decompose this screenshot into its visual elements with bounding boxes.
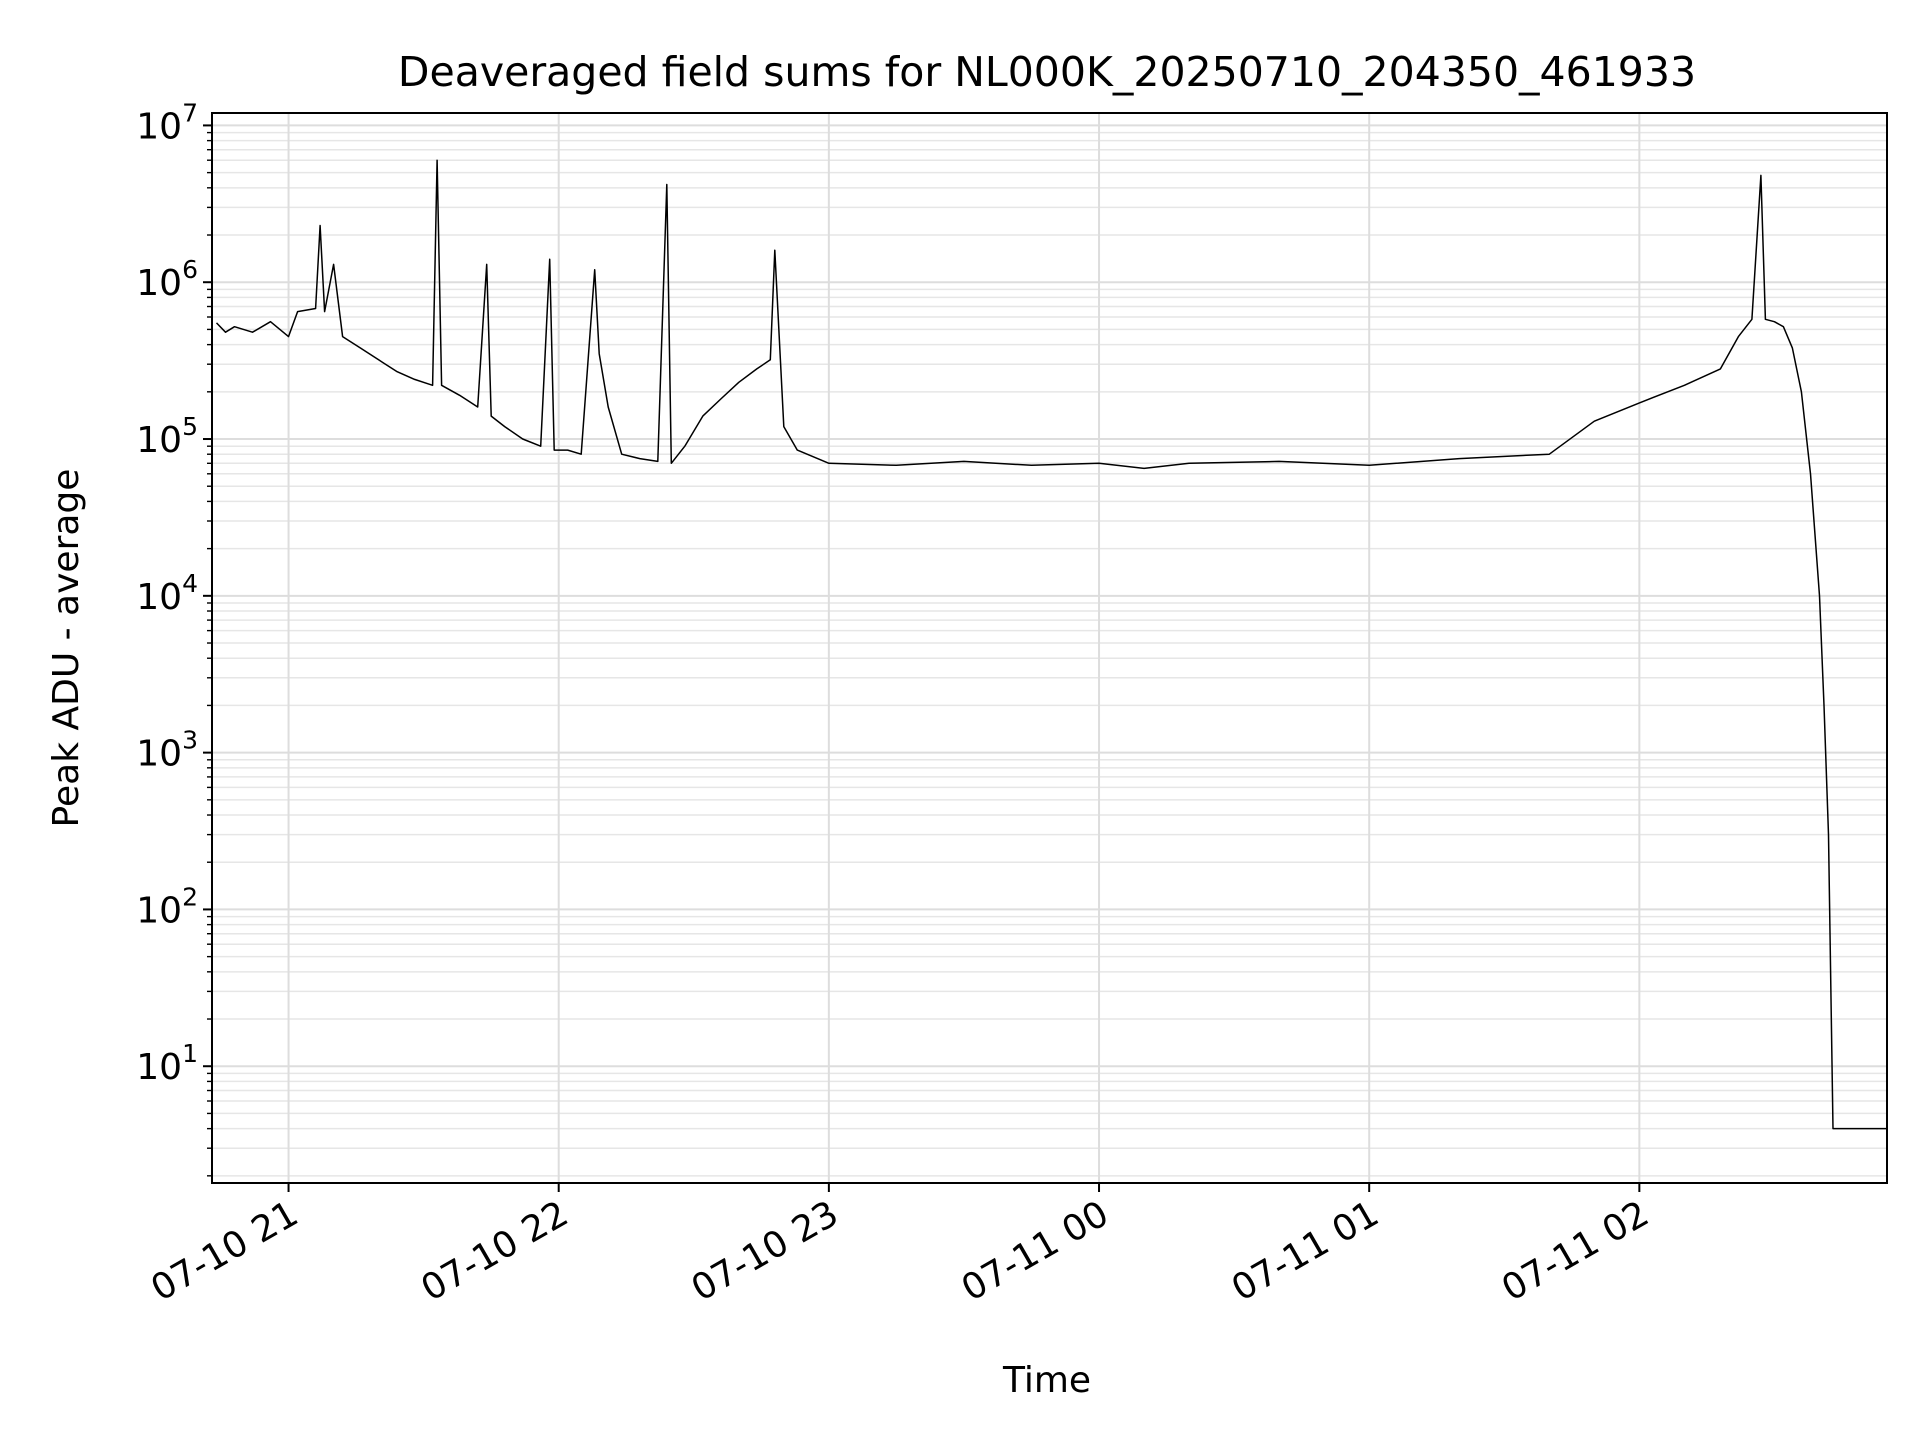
y-axis-label: Peak ADU - average	[46, 469, 87, 828]
y-tick-exponent: 4	[182, 569, 198, 598]
y-tick-base: 10	[136, 1047, 182, 1088]
x-tick-label: 07-11 01	[1225, 1193, 1386, 1309]
y-tick-label: 101	[136, 1039, 198, 1088]
y-tick-exponent: 1	[182, 1039, 198, 1068]
y-tick-exponent: 3	[182, 726, 198, 755]
y-tick-exponent: 2	[182, 882, 198, 911]
x-axis-label: Time	[1002, 1360, 1091, 1401]
y-tick-exponent: 7	[182, 98, 198, 127]
chart-title: Deaveraged field sums for NL000K_2025071…	[398, 48, 1696, 96]
y-tick-base: 10	[136, 420, 182, 461]
y-tick-base: 10	[136, 890, 182, 931]
y-tick-base: 10	[136, 263, 182, 304]
y-tick-exponent: 6	[182, 255, 198, 284]
x-tick-label: 07-10 23	[685, 1193, 846, 1309]
y-tick-label: 103	[136, 726, 198, 775]
x-tick-label: 07-10 21	[144, 1193, 305, 1309]
y-tick-label: 106	[136, 255, 198, 304]
y-tick-label: 102	[136, 882, 198, 931]
y-tick-label: 105	[136, 412, 198, 461]
y-tick-label: 104	[136, 569, 198, 618]
y-tick-exponent: 5	[182, 412, 198, 441]
grid	[212, 113, 1887, 1183]
y-tick-label: 107	[136, 98, 198, 147]
y-tick-base: 10	[136, 577, 182, 618]
series-line	[215, 159, 1887, 1130]
y-tick-base: 10	[136, 734, 182, 775]
x-tick-label: 07-11 00	[955, 1193, 1116, 1309]
x-tick-label: 07-11 02	[1495, 1193, 1656, 1309]
plot-frame	[211, 112, 1888, 1184]
x-tick-label: 07-10 22	[415, 1193, 576, 1309]
y-tick-base: 10	[136, 106, 182, 147]
